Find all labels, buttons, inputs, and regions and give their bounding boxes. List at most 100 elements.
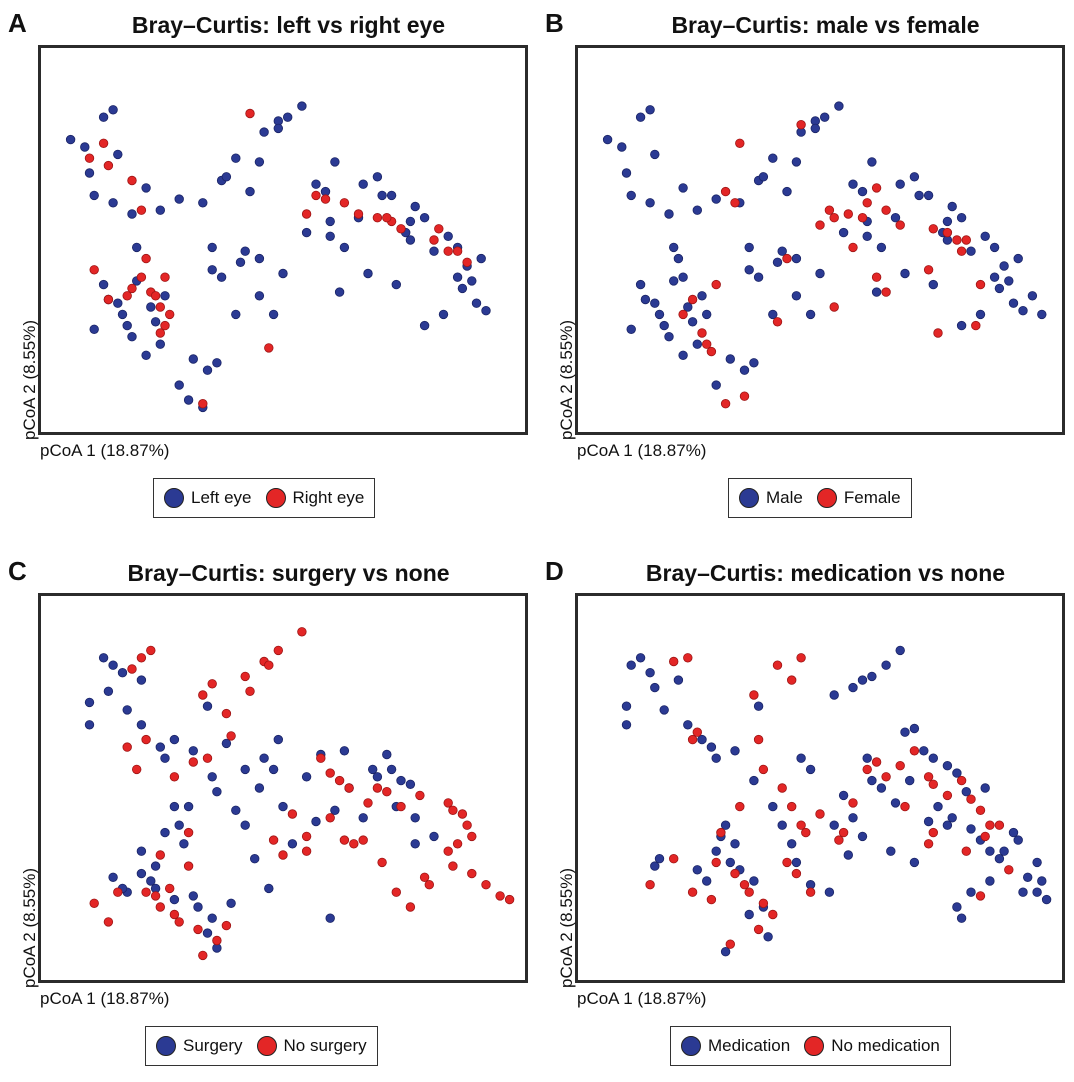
data-point-series-1 xyxy=(758,172,769,182)
data-point-series-1 xyxy=(706,742,717,752)
blue-circle-icon xyxy=(156,1036,176,1056)
data-point-series-1 xyxy=(108,198,118,208)
data-point-series-2 xyxy=(895,760,905,771)
data-point-series-1 xyxy=(155,339,166,349)
data-point-series-1 xyxy=(838,790,849,801)
data-point-series-2 xyxy=(467,831,477,842)
legend-label: No surgery xyxy=(283,1036,367,1055)
data-point-series-2 xyxy=(339,198,350,208)
data-point-series-1 xyxy=(141,350,151,361)
data-point-series-2 xyxy=(221,708,232,719)
data-point-series-2 xyxy=(136,272,147,282)
data-point-series-1 xyxy=(160,291,170,301)
data-point-series-1 xyxy=(160,827,170,838)
data-point-series-1 xyxy=(372,172,383,182)
data-point-series-2 xyxy=(452,246,463,256)
data-point-series-1 xyxy=(942,216,953,227)
data-point-series-1 xyxy=(146,876,156,886)
legend-label: Medication xyxy=(708,1036,791,1055)
data-point-series-2 xyxy=(396,801,406,812)
x-axis-label: pCoA 1 (18.87%) xyxy=(577,441,707,460)
data-point-series-2 xyxy=(961,846,972,856)
data-point-series-2 xyxy=(753,734,764,745)
data-point-series-1 xyxy=(169,734,180,745)
data-point-series-1 xyxy=(905,775,915,786)
data-point-series-1 xyxy=(786,839,797,849)
data-point-series-2 xyxy=(768,909,778,920)
data-point-series-2 xyxy=(405,902,416,912)
legend-item: Female xyxy=(816,488,901,508)
data-point-series-1 xyxy=(1013,253,1023,264)
data-point-series-2 xyxy=(782,857,792,868)
data-point-series-2 xyxy=(692,727,703,737)
data-point-series-1 xyxy=(207,265,217,275)
data-point-series-2 xyxy=(264,343,274,353)
blue-circle-icon xyxy=(681,1036,701,1056)
data-point-series-2 xyxy=(141,887,151,897)
data-point-series-2 xyxy=(881,287,891,297)
data-point-series-1 xyxy=(942,760,953,771)
data-point-series-1 xyxy=(207,913,217,923)
data-point-series-2 xyxy=(169,909,180,920)
data-point-series-2 xyxy=(136,205,147,215)
data-point-series-1 xyxy=(467,276,477,286)
data-point-series-1 xyxy=(452,272,463,282)
data-point-series-1 xyxy=(122,705,132,715)
data-point-series-2 xyxy=(801,827,811,838)
data-point-series-2 xyxy=(344,783,354,793)
data-point-series-1 xyxy=(711,194,721,204)
data-point-series-1 xyxy=(626,324,636,335)
data-point-series-1 xyxy=(999,261,1009,271)
data-point-series-1 xyxy=(396,775,406,786)
data-point-series-1 xyxy=(824,887,835,897)
data-point-series-1 xyxy=(645,198,655,208)
data-point-series-1 xyxy=(136,846,147,856)
data-point-series-2 xyxy=(98,138,109,149)
data-point-series-1 xyxy=(278,801,288,812)
data-point-series-2 xyxy=(975,891,986,901)
data-point-series-1 xyxy=(136,868,147,879)
data-point-series-1 xyxy=(635,279,646,290)
data-point-series-1 xyxy=(179,839,189,849)
data-point-series-1 xyxy=(956,212,967,223)
data-point-series-2 xyxy=(706,346,717,357)
data-point-series-1 xyxy=(621,720,632,730)
data-point-series-1 xyxy=(947,201,957,212)
data-point-series-1 xyxy=(254,783,265,793)
y-axis-label: pCoA 2 (8.55%) xyxy=(557,867,576,988)
data-point-series-1 xyxy=(240,764,250,775)
data-point-series-1 xyxy=(221,738,232,749)
red-circle-icon xyxy=(804,1036,825,1056)
data-point-series-1 xyxy=(188,746,199,756)
data-point-series-1 xyxy=(923,190,934,201)
data-point-series-2 xyxy=(928,779,939,790)
data-point-series-2 xyxy=(683,653,693,663)
data-point-series-1 xyxy=(650,149,660,160)
data-point-series-2 xyxy=(316,753,326,763)
data-point-series-1 xyxy=(829,690,839,700)
data-point-series-1 xyxy=(956,320,967,331)
plot-area xyxy=(38,45,528,435)
data-point-series-1 xyxy=(966,887,976,897)
data-point-series-1 xyxy=(947,813,957,823)
data-point-series-1 xyxy=(212,358,222,368)
data-point-series-1 xyxy=(1018,887,1028,897)
panel-d: D Bray–Curtis: medication vs none pCoA 2… xyxy=(537,548,1074,1082)
legend-item: Right eye xyxy=(265,488,364,508)
data-point-series-2 xyxy=(739,880,750,890)
data-point-series-1 xyxy=(136,675,147,685)
data-point-series-1 xyxy=(410,201,420,212)
data-point-series-2 xyxy=(391,887,402,897)
data-point-series-2 xyxy=(735,801,745,812)
data-point-series-2 xyxy=(377,857,387,868)
data-point-series-2 xyxy=(725,939,736,949)
data-point-series-1 xyxy=(443,231,453,242)
data-point-series-2 xyxy=(933,328,943,338)
data-point-series-1 xyxy=(216,272,227,282)
data-point-series-1 xyxy=(193,902,203,912)
data-point-series-1 xyxy=(386,764,397,775)
data-point-series-1 xyxy=(287,839,298,849)
data-point-series-2 xyxy=(857,212,868,223)
data-point-series-1 xyxy=(301,772,312,782)
data-point-series-1 xyxy=(254,291,265,301)
